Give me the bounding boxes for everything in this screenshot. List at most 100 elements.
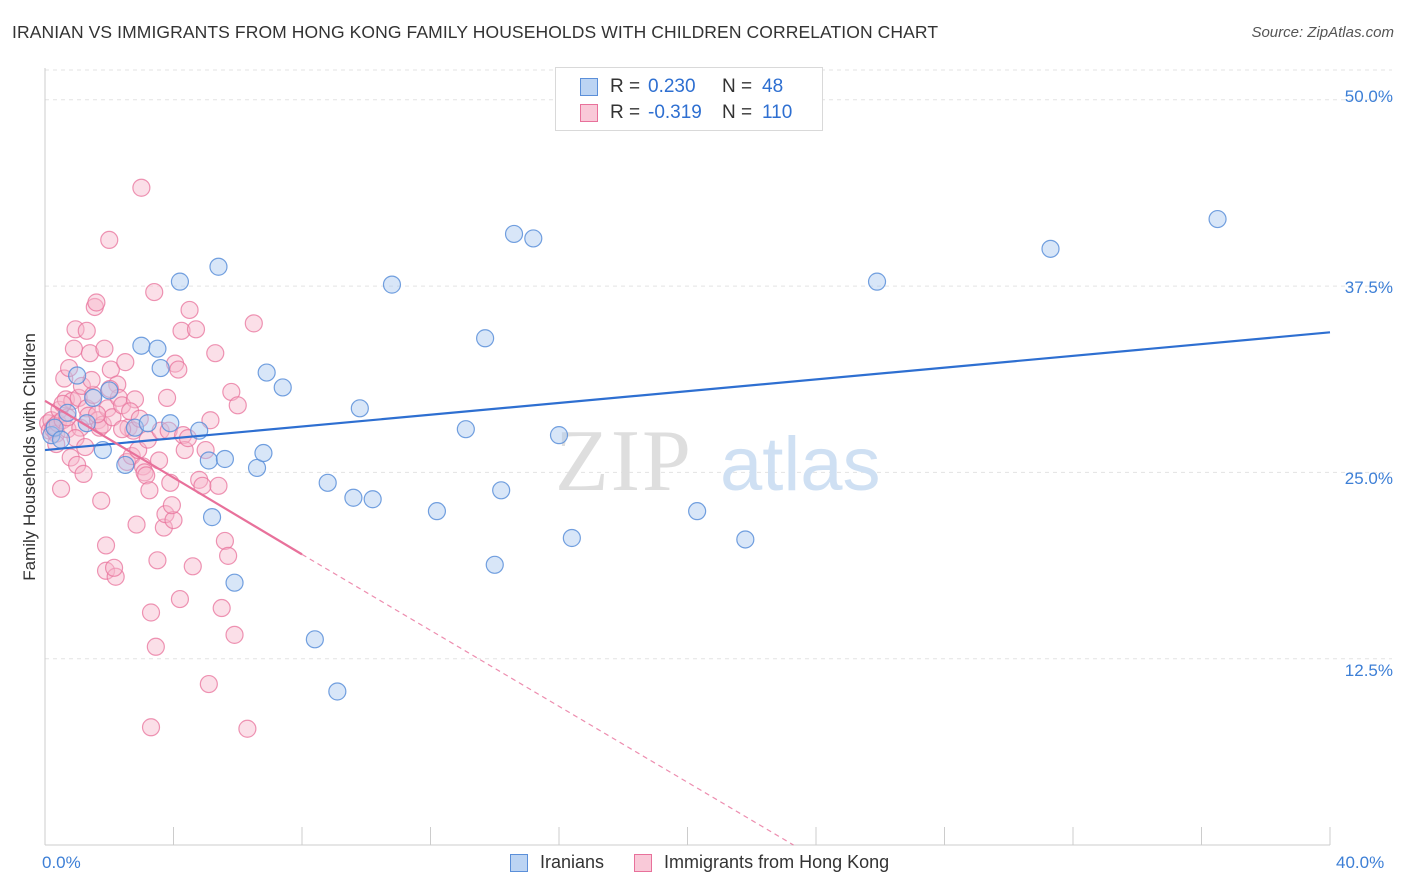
data-point-iranians bbox=[209, 257, 228, 276]
legend-swatch-blue bbox=[580, 78, 598, 96]
data-point-iranians bbox=[492, 481, 511, 500]
data-point-hong-kong bbox=[172, 321, 191, 340]
data-point-iranians bbox=[138, 414, 157, 433]
data-point-iranians bbox=[202, 508, 222, 527]
data-point-hong-kong bbox=[225, 625, 244, 644]
data-point-hong-kong bbox=[95, 339, 114, 358]
correlation-legend: R = 0.230 N = 48 R = -0.319 N = 110 bbox=[555, 67, 823, 131]
data-point-hong-kong bbox=[141, 603, 161, 622]
watermark-zip: ZIP bbox=[555, 413, 693, 510]
data-point-hong-kong bbox=[132, 178, 151, 197]
data-point-hong-kong bbox=[64, 339, 84, 358]
legend-swatch-hong-kong bbox=[634, 853, 653, 872]
data-point-hong-kong bbox=[93, 415, 112, 434]
legend-row-hong-kong: R = -0.319 N = 110 bbox=[580, 100, 792, 126]
chart-title: IRANIAN VS IMMIGRANTS FROM HONG KONG FAM… bbox=[12, 22, 939, 42]
data-point-hong-kong bbox=[145, 282, 164, 302]
data-point-iranians bbox=[1041, 239, 1060, 258]
data-point-hong-kong bbox=[92, 491, 111, 510]
data-point-iranians bbox=[199, 451, 218, 470]
data-point-iranians bbox=[148, 339, 167, 358]
data-point-iranians bbox=[562, 528, 581, 548]
y-tick-label: 37.5% bbox=[1344, 278, 1393, 297]
data-point-hong-kong bbox=[212, 598, 231, 618]
data-point-hong-kong bbox=[154, 518, 173, 537]
x-tick-label-min: 0.0% bbox=[42, 853, 81, 872]
data-point-iranians bbox=[215, 449, 234, 469]
data-point-hong-kong bbox=[68, 455, 87, 475]
data-point-hong-kong bbox=[199, 674, 218, 694]
data-point-hong-kong bbox=[104, 558, 124, 577]
data-point-hong-kong bbox=[183, 557, 202, 576]
data-point-hong-kong bbox=[116, 353, 135, 372]
data-point-iranians bbox=[273, 378, 292, 397]
data-point-hong-kong bbox=[141, 718, 161, 737]
data-point-iranians bbox=[51, 430, 71, 449]
y-tick-label: 50.0% bbox=[1344, 87, 1393, 106]
data-point-iranians bbox=[476, 329, 495, 348]
data-point-iranians bbox=[257, 363, 276, 382]
y-tick-label: 25.0% bbox=[1344, 469, 1393, 488]
legend-label-iranians: Iranians bbox=[540, 852, 605, 872]
data-point-iranians bbox=[456, 420, 475, 439]
data-point-iranians bbox=[504, 224, 524, 244]
data-point-hong-kong bbox=[186, 320, 206, 339]
legend-r-label: R = bbox=[610, 76, 641, 97]
data-point-hong-kong bbox=[87, 293, 106, 312]
legend-n-value: 48 bbox=[762, 76, 784, 97]
data-point-hong-kong bbox=[170, 589, 190, 609]
legend-r-label: R = bbox=[610, 102, 641, 123]
data-point-hong-kong bbox=[127, 515, 146, 534]
trend-line-hong-kong bbox=[44, 399, 303, 556]
x-tick-label-max: 40.0% bbox=[1336, 853, 1385, 872]
data-point-hong-kong bbox=[98, 399, 117, 418]
data-point-hong-kong bbox=[51, 479, 71, 498]
legend-label-hong-kong: Immigrants from Hong Kong bbox=[664, 852, 890, 872]
legend-r-value: -0.319 bbox=[648, 102, 702, 123]
data-point-hong-kong bbox=[238, 719, 257, 738]
legend-row-iranians: R = 0.230 N = 48 bbox=[580, 74, 783, 100]
data-point-hong-kong bbox=[121, 402, 140, 421]
data-point-iranians bbox=[161, 414, 180, 433]
data-point-iranians bbox=[382, 275, 402, 294]
data-point-hong-kong bbox=[215, 531, 234, 551]
axes bbox=[44, 68, 1331, 846]
data-point-hong-kong bbox=[244, 314, 263, 333]
trend-line-hong-kong-extension bbox=[301, 553, 794, 846]
data-point-iranians bbox=[225, 573, 244, 592]
data-point-iranians bbox=[318, 473, 337, 492]
data-point-hong-kong bbox=[219, 546, 238, 565]
data-point-hong-kong bbox=[157, 388, 177, 407]
data-point-iranians bbox=[151, 358, 170, 378]
data-point-iranians bbox=[328, 682, 347, 701]
data-point-hong-kong bbox=[146, 637, 165, 656]
data-point-hong-kong bbox=[137, 466, 156, 485]
data-point-hong-kong bbox=[162, 496, 181, 515]
data-point-hong-kong bbox=[100, 230, 119, 250]
grid-lines bbox=[45, 69, 1392, 660]
data-point-hong-kong bbox=[148, 551, 167, 570]
legend-swatch-iranians bbox=[510, 853, 528, 872]
data-point-hong-kong bbox=[77, 321, 96, 340]
data-point-iranians bbox=[254, 443, 273, 463]
data-point-hong-kong bbox=[125, 390, 145, 409]
data-point-hong-kong bbox=[228, 396, 247, 415]
data-point-iranians bbox=[344, 488, 363, 507]
data-point-iranians bbox=[116, 455, 135, 475]
data-point-hong-kong bbox=[164, 510, 183, 530]
data-point-hong-kong bbox=[196, 440, 215, 460]
data-point-hong-kong bbox=[103, 408, 122, 427]
source-label: Source: ZipAtlas.com bbox=[1251, 24, 1394, 41]
data-point-iranians bbox=[867, 272, 887, 291]
data-point-hong-kong bbox=[82, 370, 101, 390]
legend-swatch-pink bbox=[580, 104, 598, 122]
data-point-iranians bbox=[132, 336, 151, 355]
data-point-iranians bbox=[485, 555, 504, 574]
data-point-hong-kong bbox=[80, 344, 100, 363]
data-point-hong-kong bbox=[96, 536, 116, 555]
data-point-iranians bbox=[736, 530, 755, 549]
y-tick-label: 12.5% bbox=[1344, 661, 1393, 680]
data-point-hong-kong bbox=[61, 448, 80, 467]
y-axis-label: Family Households with Children bbox=[20, 333, 39, 581]
